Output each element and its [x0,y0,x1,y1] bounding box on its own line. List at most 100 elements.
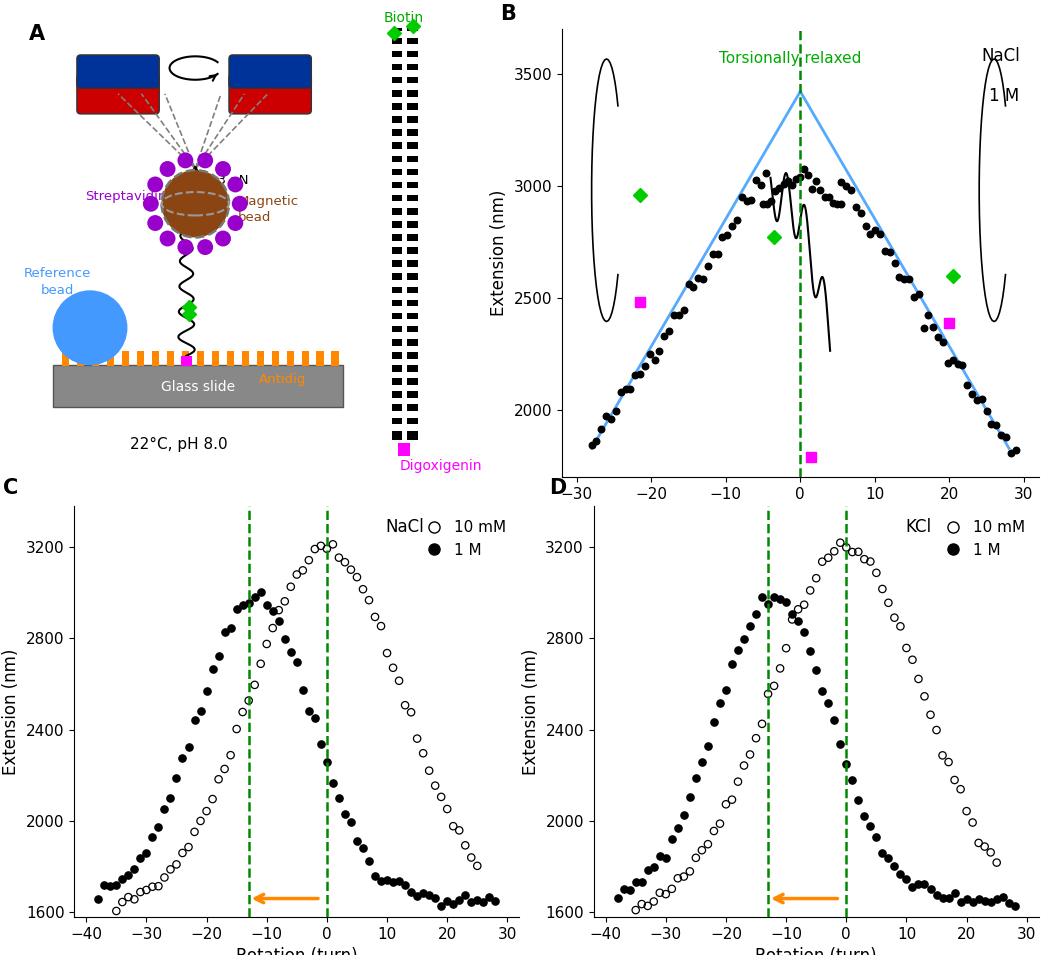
Point [930,329,947,345]
Point [837,540,854,555]
Bar [301,351,310,366]
Point [790,614,807,629]
Point [241,693,258,709]
Point [886,610,903,626]
Text: 0.3 pN: 0.3 pN [205,174,248,187]
Point [826,543,843,559]
Bar [332,351,339,366]
Point [911,286,928,302]
Point [687,850,704,865]
Point [628,902,644,918]
Point [743,192,760,207]
Point [724,792,741,807]
Point [873,845,890,860]
Bar [398,443,409,456]
Point [675,869,692,884]
Y-axis label: Extension (nm): Extension (nm) [490,190,508,316]
Circle shape [161,170,229,238]
Circle shape [215,230,231,246]
Point [367,609,384,625]
Point [778,594,795,609]
Point [210,648,227,664]
Point [904,652,921,668]
Point [313,539,330,554]
X-axis label: Rotation (turn): Rotation (turn) [740,508,861,526]
Point [264,604,281,619]
Point [808,570,825,585]
Point [719,228,736,244]
Point [934,748,951,763]
Bar [227,351,234,366]
Point [234,705,251,720]
Point [622,382,639,397]
Text: Glass slide: Glass slide [160,380,234,394]
Point [583,437,600,453]
Bar [392,307,418,313]
Point [439,801,456,817]
Circle shape [232,196,248,212]
FancyBboxPatch shape [77,55,159,88]
Bar [392,411,418,417]
Point [796,625,813,640]
Point [385,660,402,675]
Point [992,428,1009,443]
Point [651,343,668,358]
Point [403,885,420,901]
Point [886,858,903,873]
Bar [392,254,418,261]
Bar [152,351,159,366]
Point [783,612,800,627]
Point [162,861,179,877]
Point [944,352,961,368]
Point [765,589,782,605]
Point [814,683,831,698]
Point [779,174,796,189]
Point [825,195,842,210]
Point [828,196,845,211]
Bar [271,351,279,366]
Point [588,434,605,449]
Point [965,815,982,830]
Point [306,541,323,557]
Point [925,319,942,334]
Point [414,746,431,761]
Point [747,605,764,621]
Point [180,740,197,755]
Point [657,851,674,866]
Point [367,869,384,884]
Point [318,541,335,557]
Point [342,562,359,577]
Point [108,878,125,893]
Point [664,832,681,847]
Point [799,167,816,182]
Text: Magnetic: Magnetic [237,195,299,208]
Point [126,892,143,907]
Point [690,270,707,286]
Point [198,683,215,698]
Text: Biotin: Biotin [384,11,424,25]
Point [306,711,323,726]
Point [766,183,783,199]
Point [636,358,653,373]
Point [617,382,634,397]
Point [450,823,467,838]
Point [666,308,683,323]
Point [670,308,687,323]
Bar [392,319,418,326]
Point [487,893,504,908]
Point [814,554,831,569]
Point [144,880,161,895]
Point [901,271,918,286]
Point [615,881,632,897]
Point [775,177,792,192]
Point [994,889,1011,904]
Text: A: A [30,24,46,44]
Bar [392,424,418,431]
Point [862,818,879,834]
Point [613,384,630,399]
Legend: 10 mM, 1 M: 10 mM, 1 M [412,514,512,563]
Point [801,643,818,658]
Bar [92,351,100,366]
Text: C: C [3,478,18,498]
Bar [107,351,114,366]
